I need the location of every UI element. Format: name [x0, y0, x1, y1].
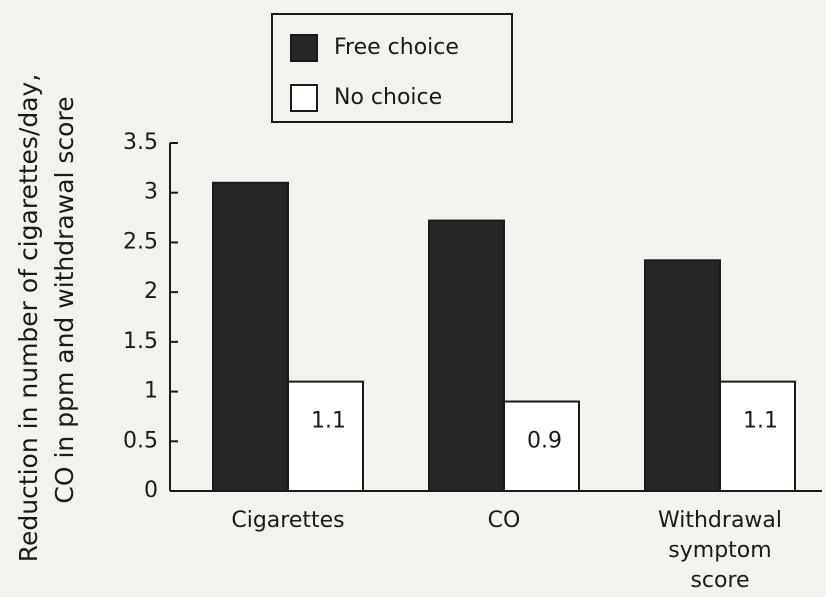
bar: [644, 259, 721, 492]
x-tick-label-line: Cigarettes: [231, 508, 344, 533]
legend-swatch: [290, 84, 318, 112]
y-tick-label: 0: [144, 478, 158, 503]
legend-label: No choice: [334, 85, 442, 110]
y-tick-label: 2: [144, 279, 158, 304]
data-label: 0.9: [527, 429, 562, 454]
y-tick-label: 2.5: [123, 229, 158, 254]
y-tick-label: 1: [144, 379, 158, 404]
legend-label: Free choice: [334, 35, 459, 60]
x-tick-label-line: CO: [488, 508, 521, 533]
legend-swatch: [290, 34, 318, 62]
bar: [503, 400, 580, 492]
y-axis-label: Reduction in number of cigarettes/day,: [14, 74, 43, 563]
x-tick-label-line: Withdrawal: [658, 508, 782, 533]
x-tick-label: Withdrawal symptom score: [658, 508, 782, 593]
x-tick-label-line: score: [690, 568, 749, 593]
y-tick-label: 3: [144, 180, 158, 205]
x-tick-label-line: symptom: [668, 538, 771, 563]
bar: [719, 380, 796, 492]
x-tick-label: CO: [488, 508, 521, 533]
x-tick-label: Cigarettes: [231, 508, 344, 533]
y-axis-label: CO in ppm and withdrawal score: [50, 96, 79, 503]
data-label: 1.1: [743, 409, 778, 434]
y-tick-label: 0.5: [123, 428, 158, 453]
data-label: 1.1: [311, 409, 346, 434]
y-tick-label: 3.5: [123, 130, 158, 155]
bar: [287, 380, 364, 492]
legend-box: [271, 13, 513, 123]
bar: [428, 219, 505, 492]
bar: [212, 181, 289, 492]
y-tick-label: 1.5: [123, 329, 158, 354]
